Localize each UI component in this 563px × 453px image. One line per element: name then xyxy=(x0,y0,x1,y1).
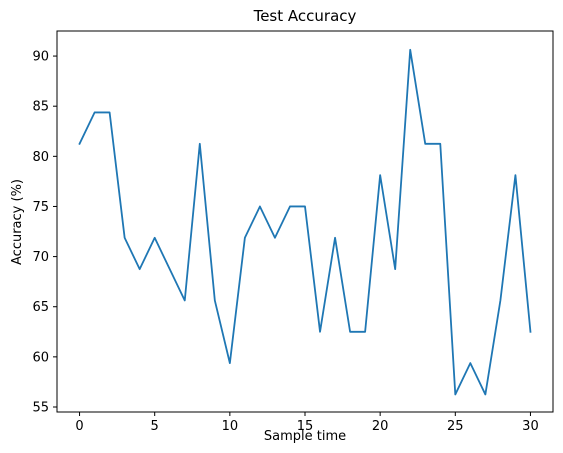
chart-title: Test Accuracy xyxy=(253,7,357,25)
plot-frame xyxy=(57,31,553,412)
x-tick-label: 20 xyxy=(372,419,389,434)
x-tick-label: 30 xyxy=(522,419,539,434)
y-tick-label: 65 xyxy=(32,300,49,315)
x-tick-label: 5 xyxy=(151,419,159,434)
x-tick-label: 25 xyxy=(447,419,464,434)
y-tick-label: 85 xyxy=(32,100,49,115)
x-axis-label: Sample time xyxy=(264,429,346,444)
y-tick-label: 90 xyxy=(32,50,49,65)
y-tick-label: 60 xyxy=(32,350,49,365)
x-tick-label: 10 xyxy=(222,419,239,434)
y-tick-label: 55 xyxy=(32,400,49,415)
y-axis-label: Accuracy (%) xyxy=(10,179,25,265)
x-tick-label: 0 xyxy=(75,419,83,434)
y-tick-label: 70 xyxy=(32,250,49,265)
y-tick-label: 75 xyxy=(32,200,49,215)
series-line xyxy=(80,50,531,395)
y-tick-label: 80 xyxy=(32,150,49,165)
